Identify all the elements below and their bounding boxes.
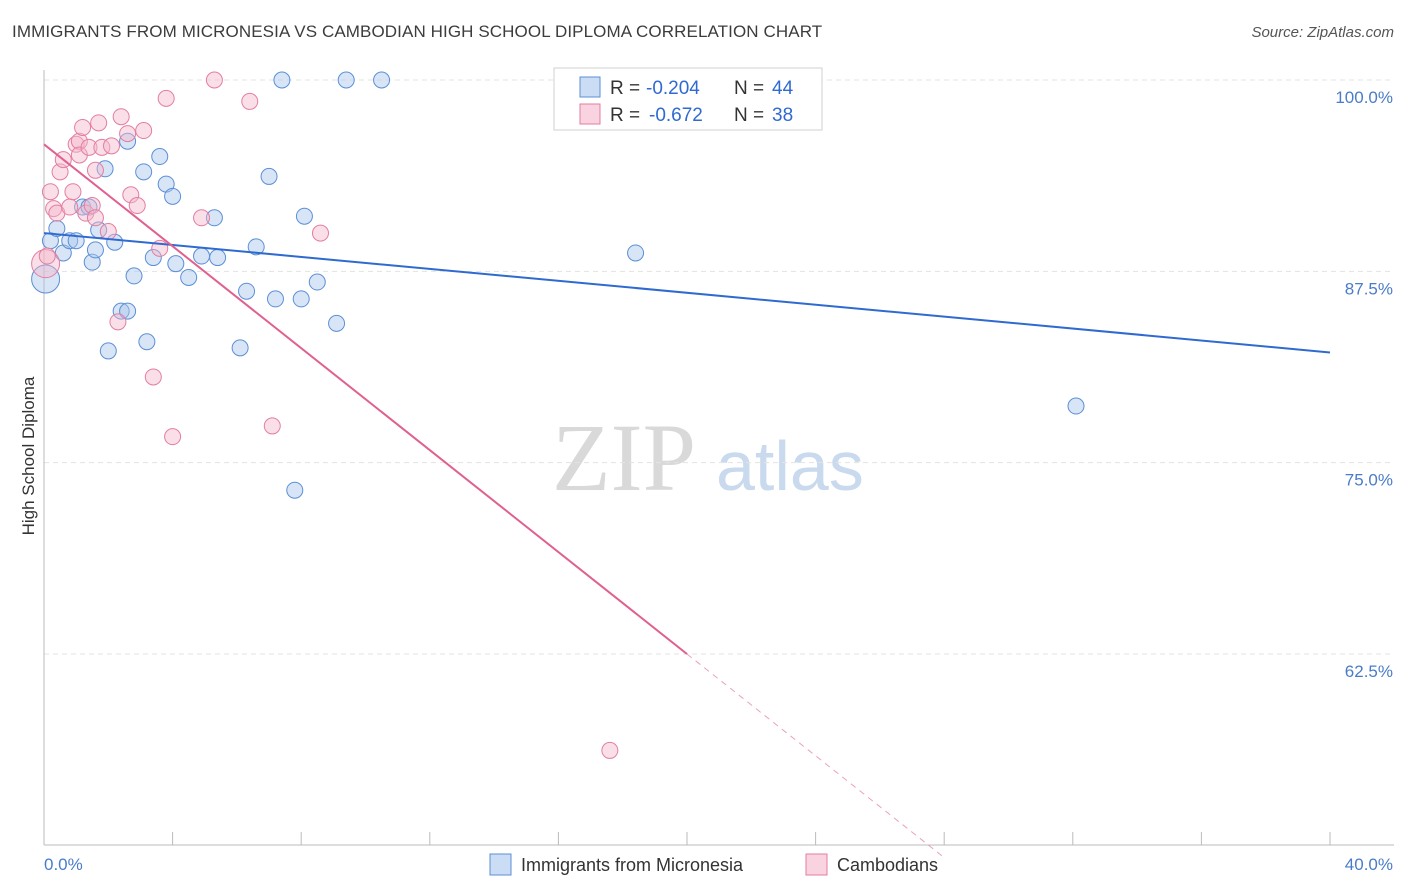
- watermark-atlas: atlas: [716, 427, 864, 505]
- point-cambodians: [64, 183, 82, 201]
- point-micronesia: [231, 339, 249, 357]
- axes: [43, 70, 1394, 846]
- point-micronesia: [193, 247, 211, 265]
- point-micronesia: [135, 163, 153, 181]
- point-cambodians: [41, 183, 59, 201]
- point-micronesia: [138, 333, 156, 351]
- legend-swatch-blue: [579, 76, 601, 98]
- point-micronesia: [266, 290, 284, 308]
- legend-r-value-2: -0.672: [649, 105, 703, 126]
- point-micronesia: [31, 264, 61, 294]
- point-micronesia: [144, 249, 162, 267]
- trend-line-cambodians-extension: [686, 653, 945, 858]
- y-tick-labels: 100.0% 87.5% 75.0% 62.5%: [1335, 88, 1393, 681]
- legend-r-label-1: R =: [610, 78, 640, 99]
- point-cambodians: [144, 368, 162, 386]
- point-micronesia: [99, 342, 117, 360]
- legend-swatch-micronesia: [489, 853, 512, 876]
- point-micronesia: [1067, 397, 1085, 415]
- point-micronesia: [106, 233, 124, 251]
- point-micronesia: [86, 241, 104, 259]
- legend-swatch-cambodians: [805, 853, 828, 876]
- gridlines: [44, 79, 1394, 655]
- x-tick-label-min: 0.0%: [44, 855, 83, 874]
- source-label: Source: ZipAtlas.com: [1251, 24, 1394, 41]
- point-cambodians: [241, 92, 259, 110]
- point-cambodians: [86, 209, 104, 227]
- series-cambodians-points: [31, 71, 619, 759]
- point-cambodians: [90, 114, 108, 132]
- point-micronesia: [273, 71, 291, 89]
- point-micronesia: [112, 302, 130, 320]
- point-cambodians: [122, 186, 140, 204]
- point-micronesia: [151, 148, 169, 166]
- point-cambodians: [109, 313, 127, 331]
- point-micronesia: [286, 481, 304, 499]
- point-cambodians: [70, 132, 88, 150]
- y-tick-label: 87.5%: [1345, 279, 1393, 298]
- legend-n-label-2: N =: [734, 105, 764, 126]
- legend-n-label-1: N =: [734, 78, 764, 99]
- y-tick-label: 62.5%: [1345, 662, 1393, 681]
- legend-n-value-1: 44: [772, 78, 794, 99]
- point-micronesia: [308, 273, 326, 291]
- point-cambodians: [157, 89, 175, 107]
- watermark-zip: ZIP: [552, 404, 696, 511]
- point-cambodians: [119, 125, 137, 143]
- point-micronesia: [295, 207, 313, 225]
- point-micronesia: [627, 244, 645, 262]
- x-ticks: [172, 832, 1331, 845]
- x-tick-label-max: 40.0%: [1345, 855, 1393, 874]
- point-cambodians: [99, 223, 117, 241]
- point-cambodians: [128, 197, 146, 215]
- point-cambodians: [164, 428, 182, 446]
- point-micronesia: [328, 314, 346, 332]
- legend-swatch-pink: [579, 103, 601, 125]
- point-cambodians: [74, 118, 92, 136]
- series-legend: Immigrants from Micronesia Cambodians: [489, 853, 938, 876]
- trend-line-cambodians: [43, 143, 688, 655]
- point-micronesia: [48, 219, 66, 237]
- point-micronesia: [373, 71, 391, 89]
- point-cambodians: [86, 161, 104, 179]
- correlation-legend: R = -0.204 N = 44 R = -0.672 N = 38: [553, 67, 823, 131]
- point-micronesia: [164, 187, 182, 205]
- chart-title: IMMIGRANTS FROM MICRONESIA VS CAMBODIAN …: [12, 22, 823, 41]
- point-cambodians: [135, 122, 153, 140]
- point-cambodians: [61, 198, 79, 216]
- legend-label-micronesia: Immigrants from Micronesia: [521, 855, 744, 875]
- point-cambodians: [311, 224, 329, 242]
- point-micronesia: [180, 268, 198, 286]
- y-axis-title: High School Diploma: [19, 376, 38, 535]
- point-micronesia: [205, 209, 223, 227]
- legend-label-cambodians: Cambodians: [837, 855, 938, 875]
- y-tick-label: 75.0%: [1345, 471, 1393, 490]
- point-micronesia: [209, 249, 227, 267]
- point-micronesia: [260, 167, 278, 185]
- point-cambodians: [263, 417, 281, 435]
- point-cambodians: [601, 741, 619, 759]
- y-tick-label: 100.0%: [1335, 88, 1393, 107]
- legend-r-label-2: R =: [610, 105, 640, 126]
- point-cambodians: [112, 108, 130, 126]
- point-micronesia: [238, 282, 256, 300]
- point-micronesia: [247, 238, 265, 256]
- point-micronesia: [292, 290, 310, 308]
- point-cambodians: [80, 138, 98, 156]
- point-cambodians: [193, 209, 211, 227]
- point-cambodians: [103, 137, 121, 155]
- point-micronesia: [167, 255, 185, 273]
- point-cambodians: [67, 135, 85, 153]
- point-micronesia: [119, 302, 137, 320]
- legend-r-value-1: -0.204: [646, 78, 700, 99]
- point-micronesia: [337, 71, 355, 89]
- point-micronesia: [125, 267, 143, 285]
- point-cambodians: [38, 247, 56, 265]
- point-cambodians: [205, 71, 223, 89]
- legend-n-value-2: 38: [772, 105, 793, 126]
- trend-lines: [43, 143, 1331, 858]
- trend-line-micronesia: [43, 232, 1331, 354]
